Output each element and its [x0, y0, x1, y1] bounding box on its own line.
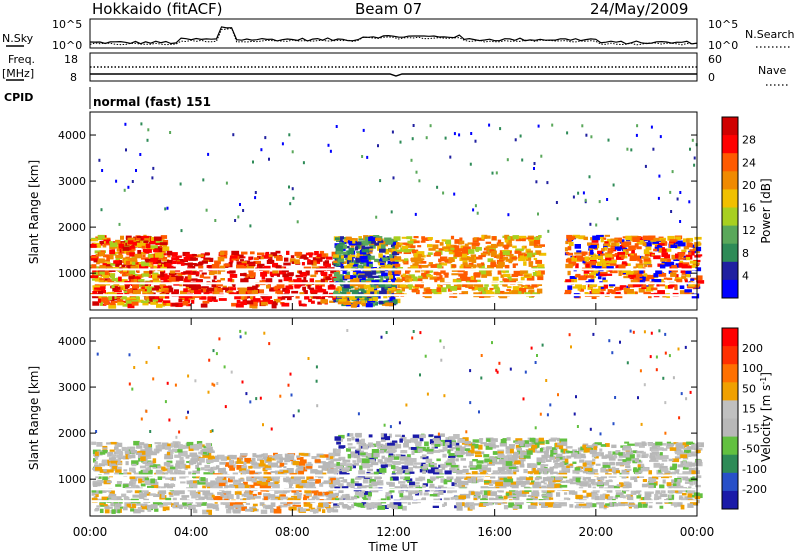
colorbar-swatch: [722, 436, 738, 456]
freq-unit: [MHz]: [2, 67, 34, 80]
y-tick-label: 3000: [58, 381, 86, 394]
power-colorbar: 4 8 12 16 20 24 28: [721, 116, 756, 299]
colorbar-tick: -100: [742, 463, 767, 476]
colorbar-swatch: [722, 472, 738, 492]
colorbar-swatch: [722, 328, 738, 347]
power-echoes: [90, 122, 705, 309]
colorbar-swatch: [722, 207, 738, 227]
y-tick-label: 1000: [58, 267, 86, 280]
date-title: 24/May/2009: [590, 0, 688, 18]
power-panel: 1000 2000 3000 4000 Slant Range [km] 4 8 12 16…: [27, 111, 773, 311]
nsky-tick-top: 10^5: [52, 18, 82, 31]
y-tick-label: 4000: [58, 129, 86, 142]
colorbar-swatch: [722, 117, 738, 136]
colorbar-swatch: [722, 261, 738, 281]
colorbar-swatch: [722, 279, 738, 299]
freq-tick-top: 18: [64, 53, 78, 66]
cpid-label: CPID: [4, 91, 33, 104]
power-colorbar-label: Power [dB]: [759, 178, 773, 243]
velocity-panel: 1000 2000 3000 4000 Slant Range [km] -200 -1…: [27, 317, 774, 517]
colorbar-tick: 8: [742, 247, 749, 260]
colorbar-tick: 200: [742, 342, 763, 355]
colorbar-tick: -50: [742, 443, 760, 456]
colorbar-swatch: [722, 400, 738, 419]
velocity-colorbar-label: Velocity [m s-1]: [759, 372, 774, 462]
colorbar-swatch: [722, 382, 738, 401]
colorbar-tick: 24: [742, 156, 756, 169]
colorbar-tick: 15: [742, 402, 756, 415]
x-tick-label: 04:00: [174, 525, 209, 539]
station-title: Hokkaido (fitACF): [92, 0, 223, 18]
freq-tick-bottom: 8: [70, 71, 77, 84]
colorbar-tick: 16: [742, 202, 756, 215]
colorbar-swatch: [722, 243, 738, 263]
nsearch-tick-bottom: 10^0: [708, 39, 738, 52]
x-axis-label: Time UT: [367, 540, 418, 554]
y-tick-label: 4000: [58, 335, 86, 348]
x-tick-label: 16:00: [477, 525, 512, 539]
colorbar-tick: 28: [742, 134, 756, 147]
colorbar-swatch: [722, 189, 738, 208]
colorbar-swatch: [722, 418, 738, 438]
nsearch-tick-top: 10^5: [708, 18, 738, 31]
colorbar-swatch: [722, 364, 738, 383]
velocity-ylabel: Slant Range [km]: [27, 366, 41, 470]
nave-tick-bottom: 0: [708, 71, 715, 84]
colorbar-tick: -200: [742, 483, 767, 496]
nave-label: Nave: [758, 64, 786, 77]
velocity-echoes: [90, 329, 704, 515]
velocity-colorbar: -200 -100 -50 -15 15 50 100 200: [721, 327, 767, 510]
nsky-series: [89, 26, 698, 45]
power-y-axis: 1000 2000 3000 4000: [58, 129, 697, 280]
colorbar-tick: 4: [742, 269, 749, 282]
x-tick-label: 20:00: [579, 525, 614, 539]
colorbar-swatch: [722, 490, 738, 510]
freq-label: Freq.: [8, 53, 35, 66]
x-tick-label: 00:00: [73, 525, 108, 539]
nsearch-series: [89, 27, 698, 46]
nsky-strip: N.Sky 10^5 10^0 10^5 10^0 N.Search: [2, 18, 795, 52]
y-tick-label: 2000: [58, 427, 86, 440]
nsky-label: N.Sky: [2, 32, 34, 45]
cpid-value: normal (fast) 151: [93, 95, 211, 109]
y-tick-label: 1000: [58, 473, 86, 486]
beam-title: Beam 07: [355, 0, 422, 18]
nave-tick-top: 60: [708, 53, 722, 66]
colorbar-tick: 20: [742, 179, 756, 192]
time-axis: 00:00 04:00 08:00 12:00 16:00 20:00 00:00: [73, 303, 715, 539]
colorbar-swatch: [722, 225, 738, 245]
freq-strip: Freq. [MHz] 18 8 60 0 Nave: [2, 52, 790, 86]
colorbar-tick: 50: [742, 382, 756, 395]
freq-series: [90, 73, 697, 77]
nsky-tick-bottom: 10^0: [52, 39, 82, 52]
x-tick-label: 12:00: [376, 525, 411, 539]
y-tick-label: 2000: [58, 221, 86, 234]
colorbar-swatch: [722, 346, 738, 365]
y-tick-label: 3000: [58, 175, 86, 188]
colorbar-swatch: [722, 171, 738, 190]
nsearch-label: N.Search: [745, 28, 795, 41]
x-tick-label: 00:00: [680, 525, 715, 539]
colorbar-tick: 100: [742, 362, 763, 375]
cpid-strip: CPID normal (fast) 151: [4, 87, 211, 109]
colorbar-swatch: [722, 135, 738, 154]
colorbar-swatch: [722, 153, 738, 172]
colorbar-tick: 12: [742, 224, 756, 237]
colorbar-tick: -15: [742, 423, 760, 436]
x-tick-label: 08:00: [275, 525, 310, 539]
power-ylabel: Slant Range [km]: [27, 160, 41, 264]
colorbar-swatch: [722, 454, 738, 474]
velocity-y-axis: 1000 2000 3000 4000: [58, 335, 697, 486]
